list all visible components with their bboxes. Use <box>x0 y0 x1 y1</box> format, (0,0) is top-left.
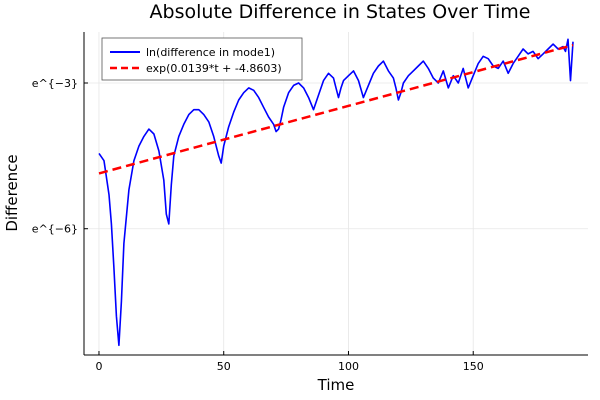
chart-title: Absolute Difference in States Over Time <box>150 1 531 23</box>
y-tick-label: e^{−6} <box>32 223 78 236</box>
series-line-0 <box>98 38 574 347</box>
grid <box>84 32 588 355</box>
x-tick-label: 150 <box>463 360 484 373</box>
legend: ln(difference in mode1) exp(0.0139*t + -… <box>101 37 303 81</box>
series-layer <box>98 38 574 347</box>
y-tick-label: e^{−3} <box>32 77 78 90</box>
x-tick-label: 0 <box>95 360 102 373</box>
x-axis-label: Time <box>317 376 355 394</box>
y-ticks: e^{−3} e^{−6} <box>32 77 88 236</box>
y-axis-label: Difference <box>3 154 21 231</box>
legend-box <box>101 37 303 81</box>
x-tick-label: 100 <box>338 360 359 373</box>
x-tick-label: 50 <box>217 360 231 373</box>
legend-label-red: exp(0.0139*t + -4.8603) <box>146 62 282 75</box>
x-ticks: 0 50 100 150 <box>95 351 484 373</box>
series-line-1 <box>98 43 574 175</box>
legend-label-blue: ln(difference in mode1) <box>146 46 275 59</box>
